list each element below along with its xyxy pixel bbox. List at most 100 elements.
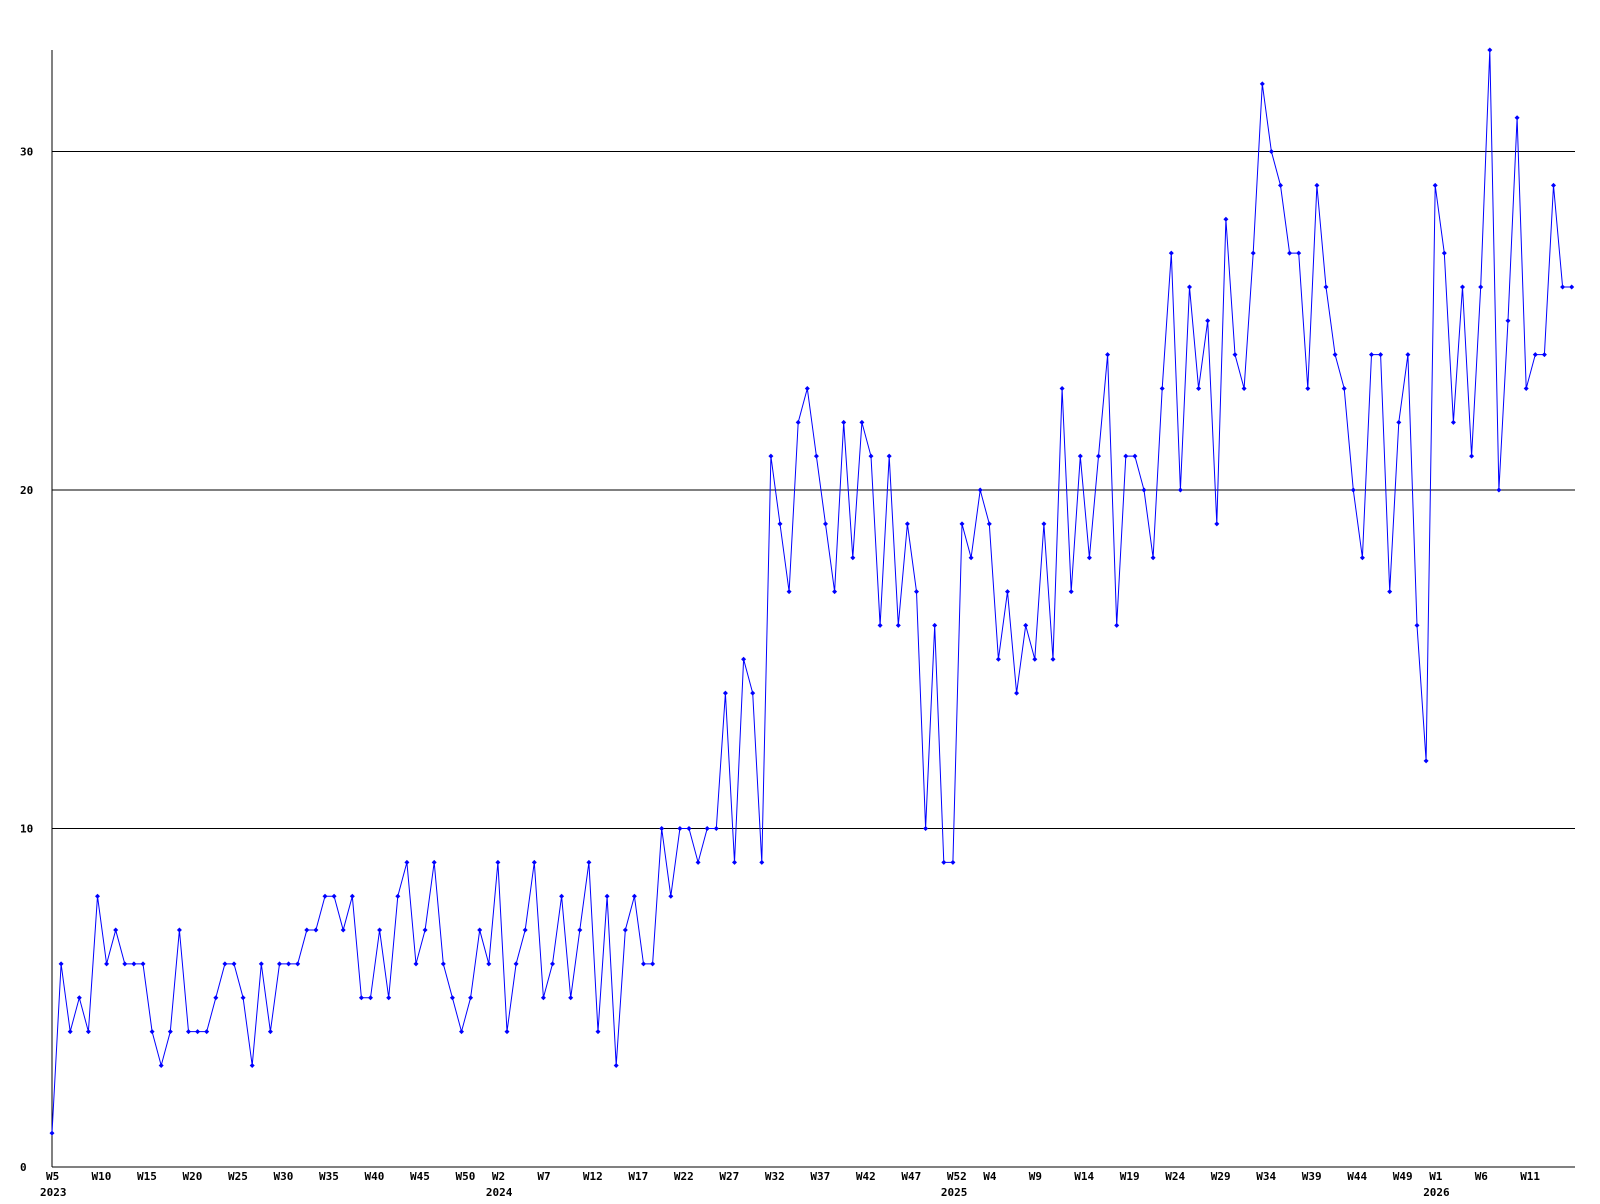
x-tick-label: W7 [537,1170,550,1183]
x-tick-label: W37 [810,1170,830,1183]
data-point [358,995,364,1001]
data-point [258,961,264,967]
data-point [286,961,292,967]
data-point [1123,453,1129,459]
y-tick-label: 30 [20,146,33,159]
data-point [1505,318,1511,324]
data-point [1523,385,1529,391]
x-tick-label: W34 [1256,1170,1276,1183]
data-point [1532,352,1538,358]
data-point [650,961,656,967]
data-point [1268,149,1274,155]
data-point [1514,115,1520,121]
data-point [768,453,774,459]
data-point [559,893,565,899]
data-point [249,1062,255,1068]
x-tick-label: W24 [1165,1170,1185,1183]
data-point [222,961,228,967]
data-point [595,1029,601,1035]
x-tick-label: W45 [410,1170,430,1183]
data-point [1250,250,1256,256]
x-tick-label: W9 [1029,1170,1042,1183]
data-point [1369,352,1374,358]
x-tick-label: W40 [365,1170,385,1183]
data-point [513,961,519,967]
data-point [1414,622,1420,628]
data-point [386,995,392,1001]
data-point [1287,250,1293,256]
data-point [1450,419,1456,425]
x-tick-label: W22 [674,1170,694,1183]
x-tick-label: W25 [228,1170,248,1183]
data-point [1560,284,1566,290]
data-point [1387,589,1393,595]
data-point [149,1029,155,1035]
data-point [1278,182,1283,188]
x-tick-label: W12 [583,1170,603,1183]
data-point [832,589,838,595]
data-point [340,927,346,933]
data-point [977,487,983,493]
data-point [668,893,674,899]
data-point [1223,216,1229,222]
data-point [349,893,355,899]
data-point [850,555,856,561]
data-point [204,1029,210,1035]
data-point [295,961,301,967]
data-point [904,521,910,527]
x-tick-label: W49 [1393,1170,1413,1183]
data-point [1150,555,1156,561]
data-point [1396,419,1402,425]
data-point [1296,250,1302,256]
data-point [104,961,110,967]
data-point [67,1029,73,1035]
data-point [1441,250,1447,256]
data-point [823,521,828,527]
x-tick-label: W10 [92,1170,112,1183]
data-point [1569,284,1575,290]
data-point [1168,250,1174,256]
data-point [449,995,455,1001]
data-point [1332,352,1338,358]
data-point [659,826,665,832]
x-tick-label: W15 [137,1170,157,1183]
data-point [750,690,756,696]
data-point [1068,589,1074,595]
data-point [531,859,537,865]
data-point [732,859,737,865]
x-tick-label: W32 [765,1170,785,1183]
data-point [568,995,574,1001]
data-point [122,961,128,967]
data-point [431,859,437,865]
data-point [1032,656,1038,662]
data-point [1432,182,1438,188]
data-point [1478,284,1484,290]
data-point [1214,521,1220,527]
data-point [713,826,719,832]
data-point [986,521,992,527]
data-point [604,893,610,899]
x-group-label: 2025 [941,1186,968,1199]
data-point [140,961,146,967]
data-point [1196,385,1202,391]
data-point [459,1029,464,1035]
data-point [322,893,328,899]
data-point [1177,487,1183,493]
data-point [995,656,1001,662]
x-tick-label: W39 [1302,1170,1322,1183]
data-point [859,419,865,425]
data-point [1359,555,1365,561]
data-line [51,49,1572,1134]
data-point [1077,453,1083,459]
data-point [1469,453,1475,459]
data-point [868,453,874,459]
x-tick-label: W30 [274,1170,294,1183]
data-point [176,927,182,933]
x-tick-label: W19 [1120,1170,1140,1183]
data-point [641,961,646,967]
data-point [841,419,847,425]
data-point [1205,318,1211,324]
data-point [759,859,765,865]
data-point [932,622,938,628]
x-group-label: 2026 [1423,1186,1450,1199]
